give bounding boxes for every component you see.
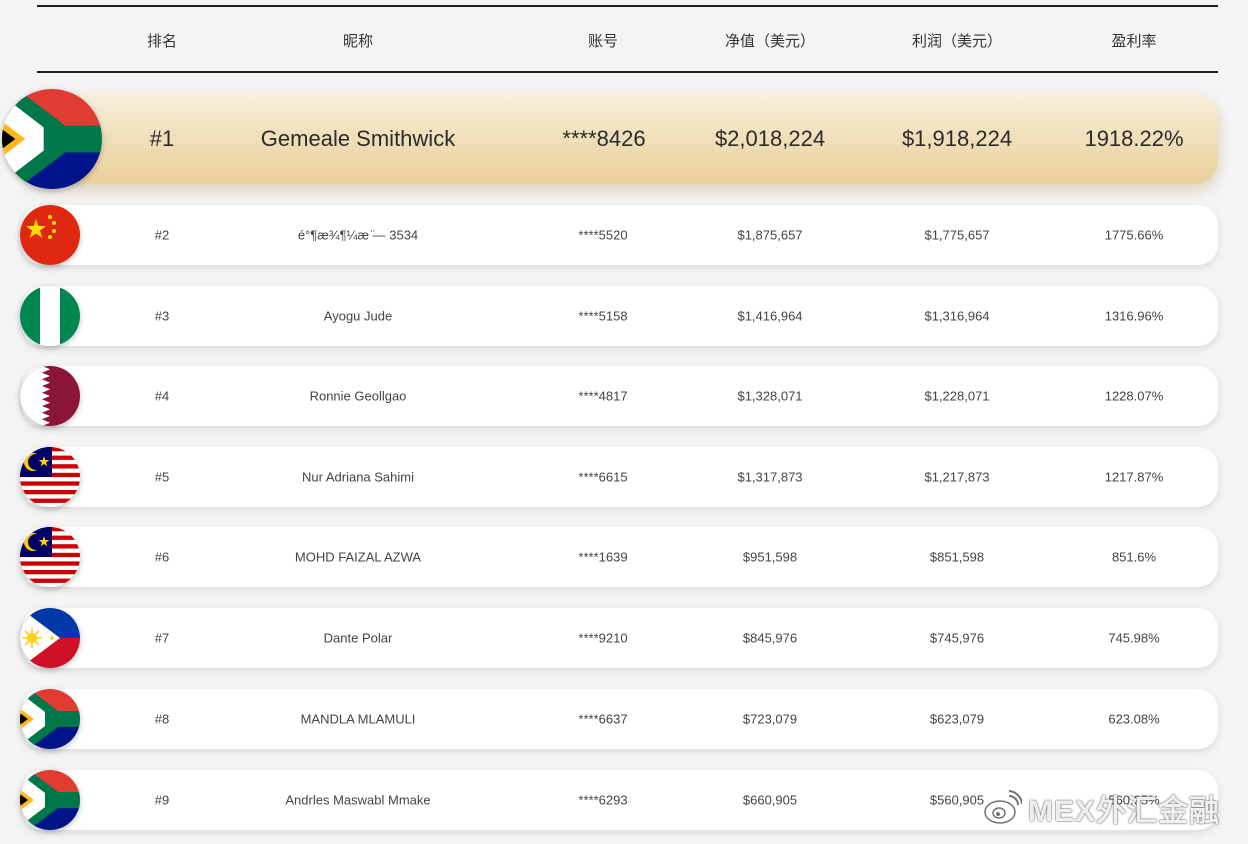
cell-profit: $623,079 [929, 711, 985, 727]
cell-profit-rate: 560.95% [1108, 792, 1160, 808]
cell-account: ****5158 [578, 308, 628, 324]
cell-profit: $1,228,071 [924, 388, 990, 404]
watermark: MEX外汇金融 [982, 788, 1220, 828]
cell-profit: $1,775,657 [924, 227, 990, 243]
cell-rank: #4 [154, 388, 170, 404]
cell-rank: #6 [154, 549, 170, 565]
table-row[interactable]: #9 Andrles Maswabl Mmake ****6293 $660,905 $… [20, 770, 1218, 830]
cell-profit: $851,598 [929, 549, 985, 565]
south-africa-flag-icon [20, 770, 80, 830]
cell-net-value: $845,976 [742, 630, 798, 646]
qatar-flag-icon [20, 366, 80, 426]
cell-account: ****8426 [562, 125, 646, 151]
header-profit-rate[interactable]: 盈利率 [1111, 33, 1157, 50]
philippines-flag-icon [20, 608, 80, 668]
table-row[interactable]: #7 Dante Polar ****9210 $845,976 $745,976 745… [20, 608, 1218, 668]
header-profit[interactable]: 利润（美元） [911, 33, 1003, 50]
table-top-rule [37, 5, 1218, 7]
cell-nickname: Gemeale Smithwick [260, 125, 456, 151]
cell-profit: $745,976 [929, 630, 985, 646]
watermark-text: MEX外汇金融 [1028, 795, 1221, 828]
cell-profit-rate: 851.6% [1111, 549, 1157, 565]
cell-profit-rate: 1228.07% [1104, 388, 1164, 404]
cell-rank: #3 [154, 308, 170, 324]
cell-rank: #9 [154, 792, 170, 808]
table-row[interactable]: #2 é°¶æ¾¶¼æ ̈— 3534 ****5520 $1,875,657 $1,7… [20, 205, 1218, 265]
cell-rank: #7 [154, 630, 170, 646]
cell-net-value: $1,875,657 [737, 227, 803, 243]
cell-nickname: Andrles Maswabl Mmake [285, 792, 431, 808]
cell-nickname: MANDLA MLAMULI [300, 711, 416, 727]
cell-rank: #5 [154, 469, 170, 485]
cell-net-value: $951,598 [742, 549, 798, 565]
cell-profit: $1,217,873 [924, 469, 990, 485]
table-row[interactable]: #4 Ronnie Geollgao ****4817 $1,328,071 $1,22… [20, 366, 1218, 426]
cell-net-value: $1,317,873 [737, 469, 803, 485]
malaysia-flag-icon [20, 447, 80, 507]
cell-profit: $1,316,964 [924, 308, 990, 324]
cell-net-value: $660,905 [742, 792, 798, 808]
table-row[interactable]: #3 Ayogu Jude ****5158 $1,416,964 $1,316,964… [20, 286, 1218, 346]
header-account[interactable]: 账号 [587, 33, 619, 50]
south-africa-flag-icon [20, 689, 80, 749]
malaysia-flag-icon [20, 527, 80, 587]
table-row[interactable]: #1 Gemeale Smithwick ****8426 $2,018,224 $1,… [2, 88, 1218, 189]
cell-net-value: $1,416,964 [737, 308, 803, 324]
table-header-rule [37, 71, 1218, 73]
cell-net-value: $723,079 [742, 711, 798, 727]
cell-profit-rate: 745.98% [1108, 630, 1160, 646]
cell-account: ****6615 [578, 469, 628, 485]
cell-profit-rate: 1918.22% [1084, 125, 1184, 151]
cell-account: ****5520 [578, 227, 628, 243]
cell-account: ****4817 [578, 388, 628, 404]
cell-rank: #1 [149, 125, 175, 151]
header-nickname[interactable]: 昵称 [342, 33, 374, 50]
south-africa-flag-icon [2, 88, 102, 189]
cell-profit-rate: 1316.96% [1104, 308, 1164, 324]
china-flag-icon [20, 205, 80, 265]
cell-profit-rate: 1775.66% [1104, 227, 1164, 243]
table-row[interactable]: #8 MANDLA MLAMULI ****6637 $723,079 $623,079… [20, 689, 1218, 749]
cell-account: ****6293 [578, 792, 628, 808]
cell-nickname: Dante Polar [323, 630, 393, 646]
cell-nickname: é°¶æ¾¶¼æ ̈— 3534 [297, 227, 419, 243]
cell-rank: #8 [154, 711, 170, 727]
cell-rank: #2 [154, 227, 170, 243]
table-row[interactable]: #5 Nur Adriana Sahimi ****6615 $1,317,873 $1… [20, 447, 1218, 507]
cell-profit-rate: 1217.87% [1104, 469, 1164, 485]
cell-account: ****9210 [578, 630, 628, 646]
cell-account: ****1639 [578, 549, 628, 565]
cell-nickname: Ronnie Geollgao [309, 388, 407, 404]
cell-nickname: Ayogu Jude [323, 308, 393, 324]
nigeria-flag-icon [20, 286, 80, 346]
weibo-logo-icon [984, 790, 1022, 824]
cell-profit-rate: 623.08% [1108, 711, 1160, 727]
cell-account: ****6637 [578, 711, 628, 727]
cell-profit: $1,918,224 [901, 125, 1013, 151]
cell-net-value: $1,328,071 [737, 388, 803, 404]
table-header: 排名 昵称 账号 净值（美元） 利润（美元） 盈利率 [0, 6, 1248, 71]
table-row[interactable]: #6 MOHD FAIZAL AZWA ****1639 $951,598 $851,5… [20, 527, 1218, 587]
cell-net-value: $2,018,224 [714, 125, 826, 151]
cell-profit: $560,905 [929, 792, 985, 808]
cell-nickname: Nur Adriana Sahimi [302, 469, 414, 485]
header-net-value[interactable]: 净值（美元） [724, 33, 816, 50]
cell-nickname: MOHD FAIZAL AZWA [294, 549, 422, 565]
header-rank[interactable]: 排名 [146, 33, 178, 50]
